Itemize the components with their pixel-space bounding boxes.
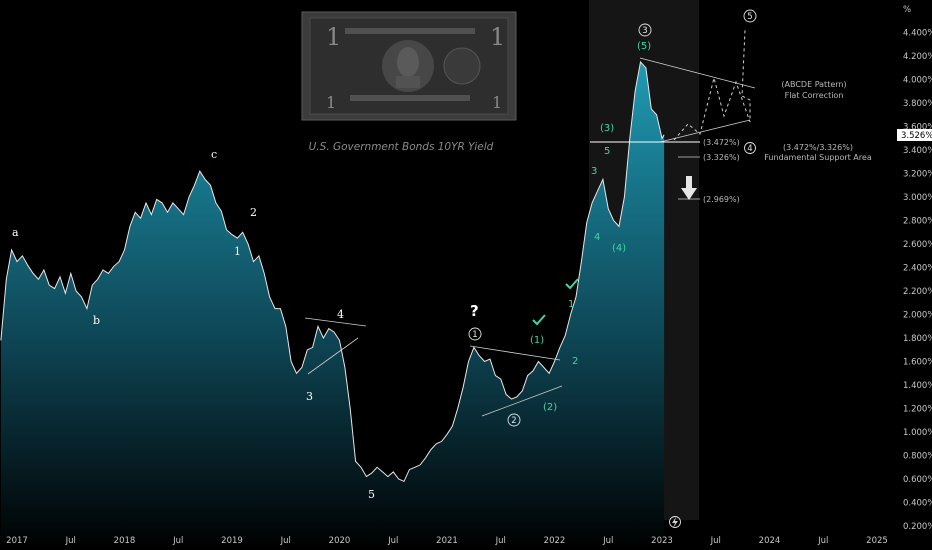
- wave-label-b: b: [93, 314, 100, 327]
- wave-label-5: 5: [368, 488, 375, 501]
- x-tick-label: Jul: [710, 536, 721, 546]
- y-tick-label: 1.800%: [903, 334, 932, 344]
- x-tick-label: 2018: [114, 536, 136, 546]
- y-tick-label: 0.400%: [903, 499, 932, 509]
- price-tag-text: 3.526%: [901, 131, 932, 141]
- pattern-text-2: Flat Correction: [785, 91, 844, 100]
- y-tick-label: 2.000%: [903, 311, 932, 321]
- checkmark-icons: [532, 278, 579, 326]
- yield-line: [0, 60, 665, 483]
- wave-label-a: a: [12, 226, 19, 239]
- y-tick-label: 3.800%: [903, 99, 932, 109]
- dollar-bill-image: 1 1 1 1: [301, 11, 517, 121]
- lightning-icon: [672, 517, 678, 528]
- wave-labels-green: (1) (2) (3) (4) (5) 1 2 3 4 5: [530, 41, 651, 413]
- wave-label-c: c: [211, 148, 217, 161]
- x-tick-label: Jul: [280, 536, 291, 546]
- y-tick-label: 4.000%: [903, 76, 932, 86]
- green-label-5: 5: [604, 146, 610, 157]
- svg-text:1: 1: [326, 93, 336, 112]
- y-tick-label: 0.200%: [903, 522, 932, 532]
- x-tick-label: 2019: [221, 536, 243, 546]
- y-tick-label: 4.200%: [903, 52, 932, 62]
- level-3326: (3.326%): [703, 153, 740, 162]
- level-2969: (2.969%): [703, 195, 740, 204]
- x-tick-label: 2025: [866, 536, 888, 546]
- green-label-1p: (1): [530, 335, 544, 346]
- projection-path-visible: [673, 29, 751, 141]
- y-tick-label: 4.400%: [903, 29, 932, 39]
- y-tick-label: 1.000%: [903, 428, 932, 438]
- wave-label-4: 4: [337, 308, 344, 321]
- green-label-4: 4: [594, 232, 600, 243]
- circled-3: 3: [642, 26, 647, 36]
- green-label-2p: (2): [543, 402, 557, 413]
- wave-label-2: 2: [250, 206, 257, 219]
- price-tag: 3.526%: [897, 129, 932, 141]
- green-label-4p: (4): [612, 243, 626, 254]
- percent-label: %: [903, 5, 911, 15]
- wave-label-1: 1: [234, 245, 241, 258]
- x-tick-label: Jul: [65, 536, 76, 546]
- support-text-2: Fundamental Support Area: [764, 153, 872, 162]
- x-tick-label: Jul: [172, 536, 183, 546]
- x-tick-label: 2017: [6, 536, 28, 546]
- y-tick-label: 2.600%: [903, 240, 932, 250]
- green-label-3: 3: [591, 166, 597, 177]
- x-tick-label: Jul: [495, 536, 506, 546]
- y-axis: 4.400% 4.200% 4.000% 3.800% 3.600% 3.400% 3.20…: [903, 29, 932, 533]
- circled-label-text: 1 2 3 4 5: [472, 12, 752, 426]
- x-tick-label: Jul: [602, 536, 613, 546]
- x-tick-label: 2023: [651, 536, 673, 546]
- svg-text:1: 1: [326, 23, 341, 51]
- circled-labels: [468, 9, 757, 528]
- y-tick-label: 2.800%: [903, 217, 932, 227]
- question-mark: ?: [470, 302, 479, 320]
- circled-2: 2: [511, 416, 516, 426]
- y-tick-label: 3.000%: [903, 193, 932, 203]
- down-arrow-icon: [681, 176, 697, 200]
- y-tick-label: 1.200%: [903, 405, 932, 415]
- green-label-1: 1: [568, 299, 574, 310]
- svg-text:1: 1: [490, 23, 505, 51]
- y-tick-label: 1.400%: [903, 381, 932, 391]
- y-tick-label: 0.800%: [903, 452, 932, 462]
- x-tick-label: 2020: [329, 536, 351, 546]
- circled-1: 1: [472, 330, 477, 340]
- line-layer: [0, 60, 665, 483]
- yield-area: [0, 61, 665, 550]
- pattern-text-1: (ABCDE Pattern): [781, 80, 846, 89]
- green-label-2: 2: [572, 356, 578, 367]
- level-3472: (3.472%): [703, 138, 740, 147]
- circled-4: 4: [747, 144, 752, 154]
- area-layer: [0, 61, 665, 550]
- y-tick-label: 1.600%: [903, 358, 932, 368]
- wave-label-3: 3: [306, 390, 313, 403]
- side-annotations: (ABCDE Pattern) Flat Correction (3.472%/…: [703, 80, 872, 204]
- svg-text:1: 1: [492, 93, 502, 112]
- wave-labels-white: a b c 1 2 3 4 5 ?: [12, 148, 479, 501]
- x-tick-label: 2024: [759, 536, 781, 546]
- checkmark-icon-1: [532, 314, 546, 326]
- y-tick-label: 3.400%: [903, 146, 932, 156]
- circled-5: 5: [747, 12, 752, 22]
- y-tick-label: 3.600%: [903, 123, 932, 133]
- chart-title: U.S. Government Bonds 10YR Yield: [309, 141, 494, 153]
- y-tick-label: 2.400%: [903, 264, 932, 274]
- support-text-1: (3.472%/3.326%): [783, 143, 853, 152]
- green-label-3p: (3): [600, 123, 614, 134]
- x-axis: 2017 Jul 2018 Jul 2019 Jul 2020 Jul 2021 Jul 2022 J…: [6, 536, 888, 546]
- x-tick-label: Jul: [817, 536, 828, 546]
- y-tick-label: 0.600%: [903, 475, 932, 485]
- green-label-5p: (5): [637, 41, 651, 52]
- x-tick-label: 2022: [544, 536, 566, 546]
- y-tick-label: 2.200%: [903, 287, 932, 297]
- x-tick-label: Jul: [387, 536, 398, 546]
- checkmark-icon-2: [565, 278, 579, 290]
- x-tick-label: 2021: [436, 536, 458, 546]
- y-tick-label: 3.200%: [903, 170, 932, 180]
